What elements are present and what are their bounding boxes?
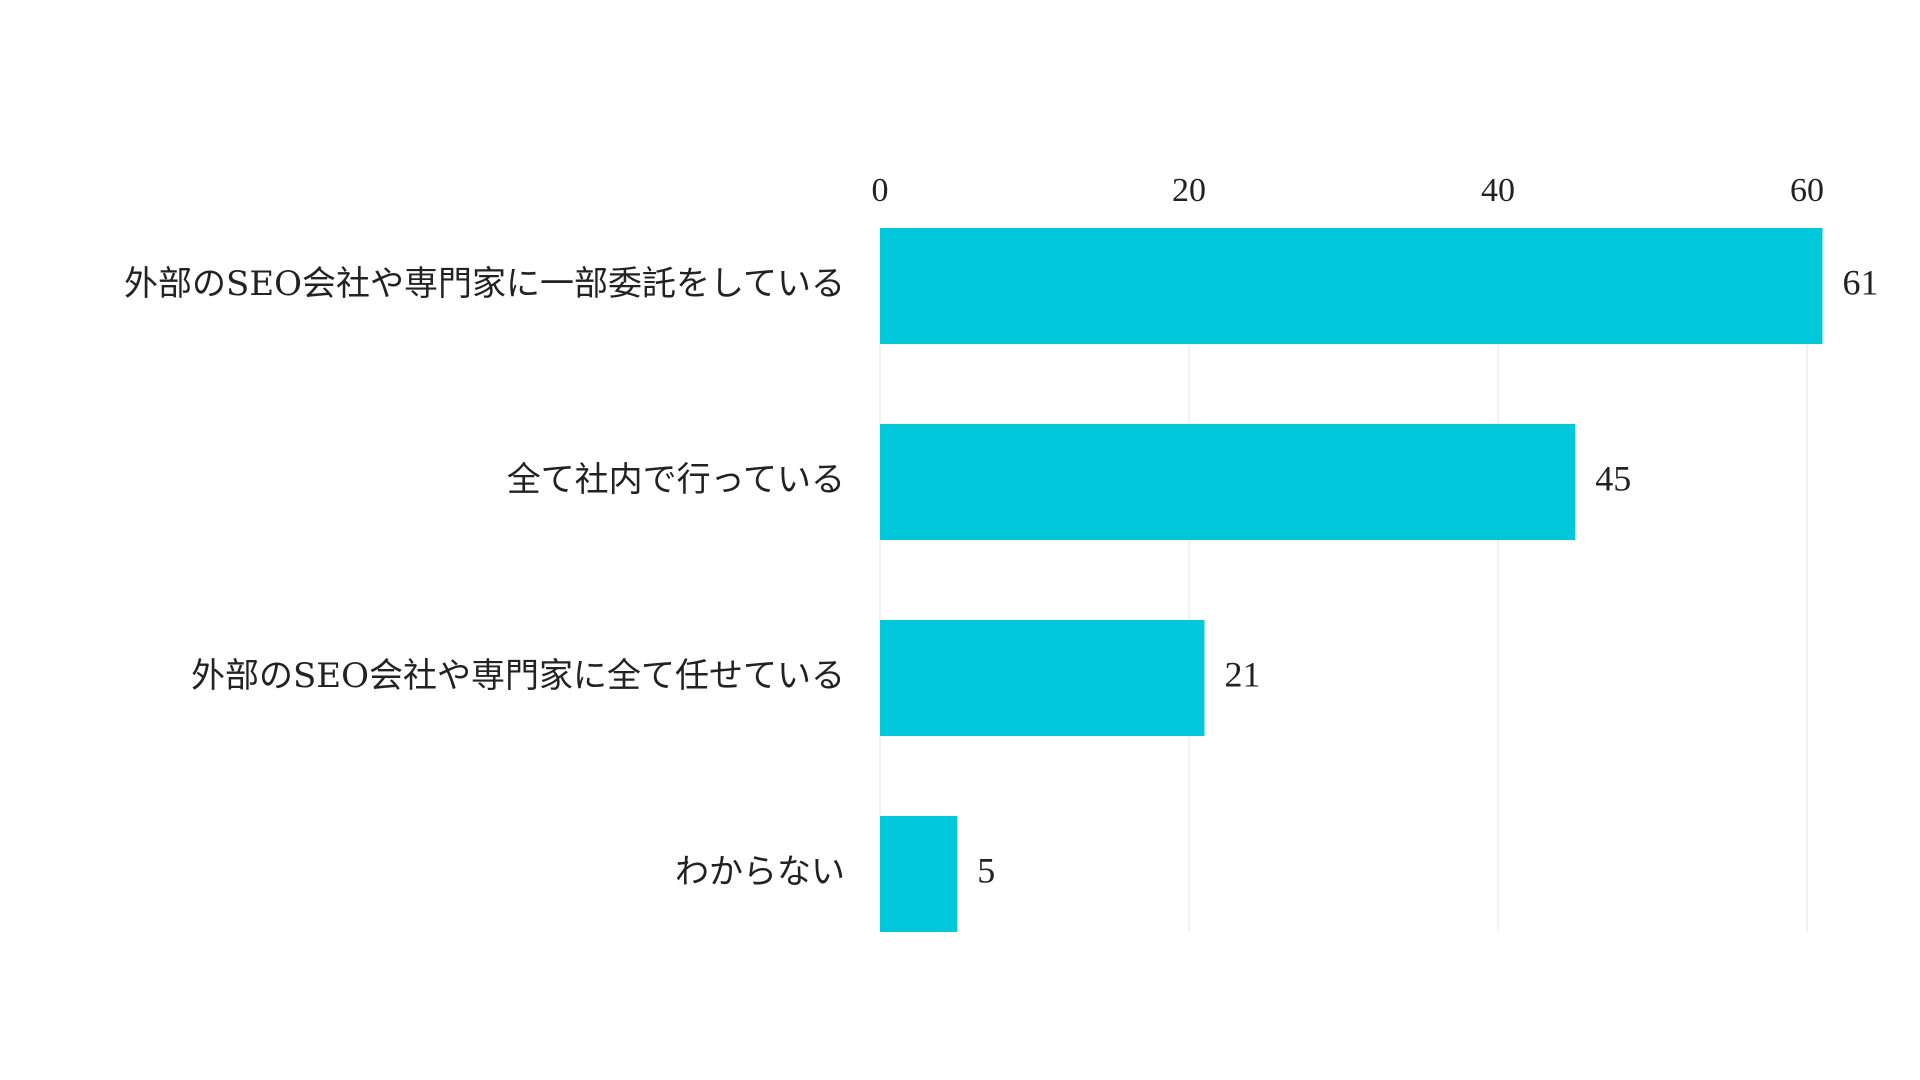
- category-label: 全て社内で行っている: [507, 460, 845, 500]
- data-label: 21: [1224, 654, 1260, 694]
- data-label: 61: [1842, 262, 1878, 302]
- bar: [880, 816, 958, 932]
- x-tick-label: 20: [1172, 172, 1206, 209]
- bar: [880, 228, 1823, 344]
- data-label: 45: [1595, 458, 1631, 498]
- category-label: わからない: [675, 852, 845, 892]
- bar: [880, 620, 1205, 736]
- category-label: 外部のSEO会社や専門家に一部委託をしている: [124, 264, 845, 304]
- x-tick-label: 60: [1790, 172, 1824, 209]
- data-label: 5: [977, 850, 995, 890]
- bar: [880, 424, 1576, 540]
- x-tick-label: 40: [1481, 172, 1515, 209]
- x-tick-label: 0: [872, 172, 889, 209]
- category-label: 外部のSEO会社や専門家に全て任せている: [191, 656, 845, 696]
